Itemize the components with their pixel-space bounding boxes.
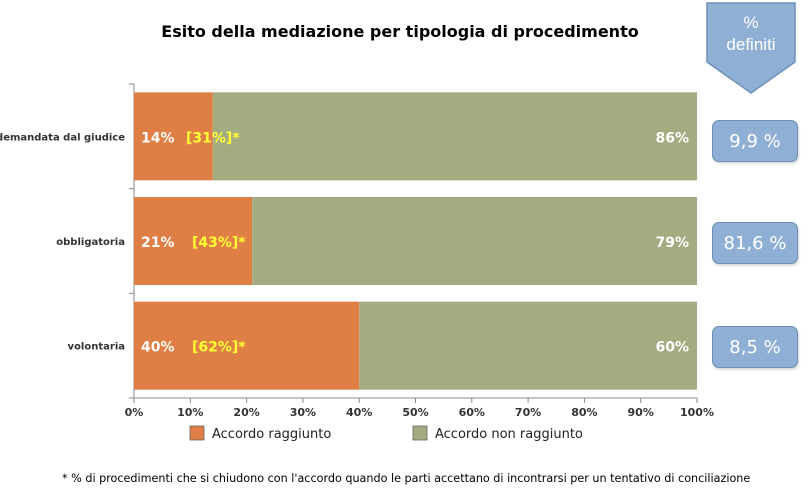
definiti-box-obbligatoria: 81,6 % — [712, 222, 798, 264]
definiti-header: % definiti — [706, 12, 796, 56]
x-tick-label: 90% — [628, 406, 654, 419]
x-tick-label: 0% — [125, 406, 144, 419]
definiti-box-volontaria: 8,5 % — [712, 326, 798, 368]
data-label-non-raggiunto: 60% — [655, 340, 689, 356]
legend-label: Accordo raggiunto — [212, 427, 331, 442]
category-label: demandata dal giudice — [0, 132, 125, 143]
x-tick-label: 10% — [177, 406, 203, 419]
data-label-raggiunto: 21% — [141, 235, 175, 251]
bar-accordo-raggiunto — [134, 92, 213, 181]
legend-swatch — [412, 425, 428, 441]
chart-title: Esito della mediazione per tipologia di … — [161, 22, 639, 41]
data-label-bracket: [31%]* — [186, 130, 240, 146]
bar-accordo-non-raggiunto — [359, 301, 697, 390]
x-tick-label: 20% — [233, 406, 259, 419]
category-label: obbligatoria — [56, 237, 125, 248]
data-label-raggiunto: 40% — [141, 340, 175, 356]
legend-swatch — [189, 425, 205, 441]
x-tick-label: 60% — [459, 406, 485, 419]
bar-accordo-raggiunto — [134, 197, 253, 285]
x-tick-label: 100% — [680, 406, 714, 419]
x-tick-label: 70% — [515, 406, 541, 419]
bar-accordo-non-raggiunto — [212, 92, 697, 181]
x-tick-label: 50% — [402, 406, 428, 419]
definiti-symbol: % — [743, 13, 759, 32]
x-tick-label: 80% — [571, 406, 597, 419]
definiti-box-demandata: 9,9 % — [712, 120, 798, 162]
data-label-bracket: [62%]* — [192, 340, 246, 356]
data-label-non-raggiunto: 86% — [655, 130, 689, 146]
data-label-bracket: [43%]* — [192, 235, 246, 251]
bar-accordo-non-raggiunto — [252, 197, 698, 285]
category-label: volontaria — [68, 342, 125, 353]
bar-accordo-raggiunto — [134, 301, 360, 390]
x-tick-label: 40% — [346, 406, 372, 419]
definiti-label: definiti — [726, 35, 776, 54]
x-tick-label: 30% — [290, 406, 316, 419]
data-label-non-raggiunto: 79% — [655, 235, 689, 251]
data-label-raggiunto: 14% — [141, 130, 175, 146]
legend-label: Accordo non raggiunto — [435, 427, 583, 442]
footnote: * % di procedimenti che si chiudono con … — [62, 472, 751, 485]
definiti-header-shape — [706, 2, 796, 94]
